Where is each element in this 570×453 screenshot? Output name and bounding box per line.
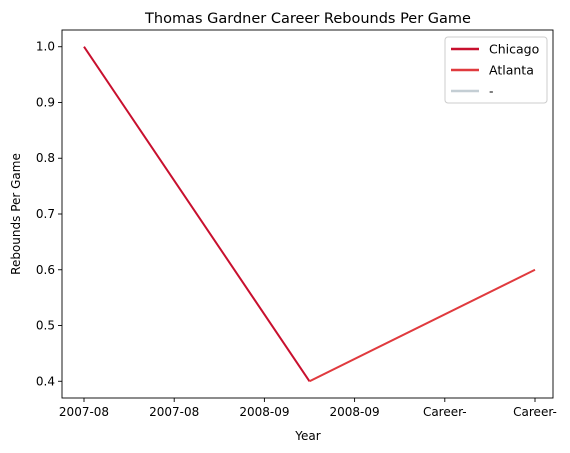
x-tick-label: Career- <box>423 405 467 419</box>
x-tick-label: 2007-08 <box>149 405 199 419</box>
y-tick-label: 0.4 <box>36 374 55 388</box>
y-tick-label: 1.0 <box>36 40 55 54</box>
series-line-1 <box>309 268 536 383</box>
x-axis-label: Year <box>294 429 320 443</box>
y-tick-label: 0.8 <box>36 151 55 165</box>
y-tick-label: 0.6 <box>36 263 55 277</box>
legend-label: Chicago <box>489 42 539 57</box>
legend-box <box>444 36 548 104</box>
y-tick-label: 0.5 <box>36 319 55 333</box>
x-tick-label: 2008-09 <box>330 405 380 419</box>
chart-title: Thomas Gardner Career Rebounds Per Game <box>144 11 471 27</box>
legend-label: - <box>489 84 494 99</box>
series-line-0 <box>83 46 311 382</box>
y-tick-label: 0.7 <box>36 207 55 221</box>
x-tick-label: 2007-08 <box>59 405 109 419</box>
legend-label: Atlanta <box>489 63 534 78</box>
y-tick-label: 0.9 <box>36 95 55 109</box>
y-axis-label: Rebounds Per Game <box>9 153 23 275</box>
legend: Chicago Atlanta - <box>444 36 548 104</box>
plot-frame <box>61 29 554 399</box>
x-tick-label: Career- <box>513 405 557 419</box>
x-tick-label: 2008-09 <box>239 405 289 419</box>
